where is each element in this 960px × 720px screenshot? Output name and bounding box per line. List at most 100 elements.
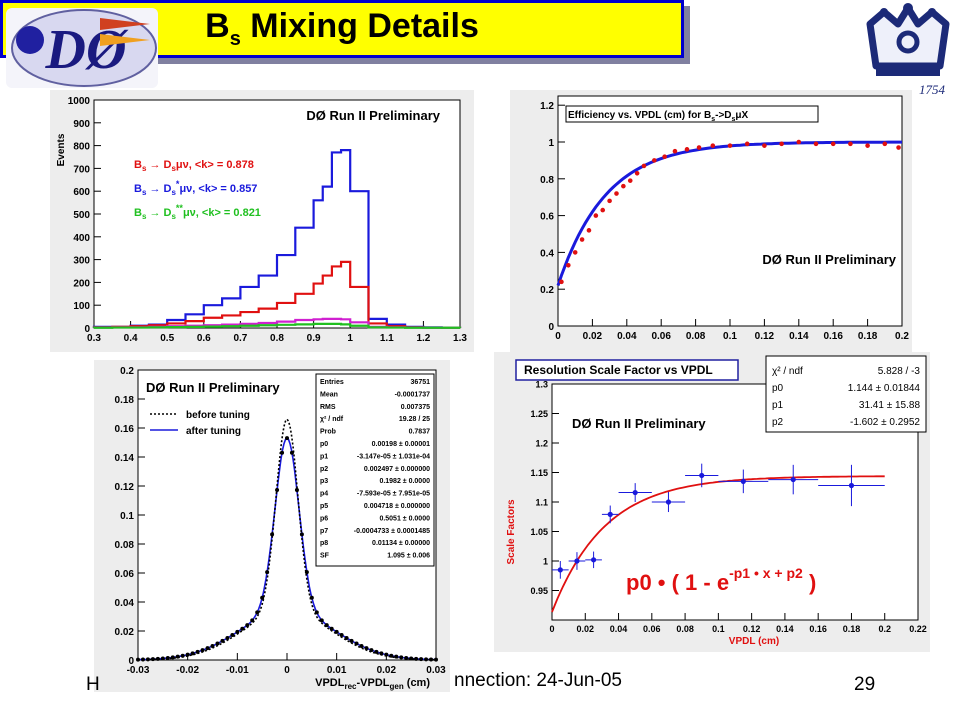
text-part: s (142, 188, 147, 197)
data-point (175, 654, 180, 659)
fit-formula: p0 • ( 1 - e-p1 • x + p2 ) (626, 565, 816, 595)
data-point (334, 629, 339, 634)
x-tick-label: 0.04 (610, 624, 628, 634)
y-tick-label: 0.8 (540, 175, 554, 186)
plot-frame (557, 95, 903, 327)
data-point (699, 472, 705, 479)
x-tick-label: 0.7 (233, 333, 247, 344)
stats-key: p7 (320, 528, 328, 535)
data-point (314, 610, 319, 615)
data-point (210, 643, 215, 648)
x-tick-label: 0.2 (895, 331, 909, 342)
data-point (369, 648, 374, 653)
data-point (240, 626, 245, 631)
text-part: → D (146, 183, 171, 195)
data-point (779, 141, 784, 147)
data-point (155, 656, 160, 661)
y-axis-label: Scale Factors (506, 499, 517, 564)
data-point (170, 655, 175, 660)
data-point (710, 143, 716, 148)
data-point (215, 641, 220, 646)
x-tick-label: 0.02 (577, 624, 595, 634)
data-point (270, 532, 275, 537)
data-point (364, 646, 369, 651)
stats-key: p5 (320, 503, 328, 510)
legend-label: before tuning (186, 410, 250, 421)
stats-value: 5.828 / -3 (878, 366, 921, 377)
do-logo: DØ (4, 4, 162, 92)
data-point (374, 649, 379, 654)
x-tick-label: 0 (555, 331, 561, 342)
y-tick-label: 0.6 (540, 212, 554, 223)
fit-curve (551, 475, 885, 613)
text-part: VPDL (315, 677, 345, 689)
data-point (586, 228, 592, 233)
data-point (429, 657, 434, 662)
data-point (590, 557, 597, 563)
y-tick-label: 1.2 (540, 101, 554, 112)
x-tick-label: 0.18 (843, 624, 861, 634)
text-part: s (171, 188, 176, 197)
data-point (150, 657, 155, 662)
data-point (140, 657, 145, 662)
chart-label: DØ Run II Preliminary (762, 252, 896, 267)
x-tick-label: 0.14 (776, 624, 794, 634)
data-point (896, 145, 901, 150)
y-tick-label: 900 (73, 119, 90, 130)
x-tick-label: 0.14 (789, 331, 809, 342)
data-point (684, 147, 690, 152)
text-part: B (134, 207, 142, 219)
text-part: (cm) (404, 677, 431, 689)
x-tick-label: 0.12 (755, 331, 775, 342)
data-point (593, 213, 599, 218)
text-part: μX (735, 110, 748, 121)
data-point (289, 450, 294, 455)
x-tick-label: 0.06 (643, 624, 661, 634)
x-tick-label: 0 (284, 665, 290, 676)
x-tick-label: 0.08 (676, 624, 694, 634)
stats-value: -0.0001737 (395, 391, 431, 398)
text-part: s (732, 116, 736, 123)
x-tick-label: 0.06 (651, 331, 671, 342)
data-point (882, 141, 888, 147)
data-point (250, 618, 255, 623)
data-point (607, 198, 612, 204)
y-tick-label: 0.2 (540, 285, 554, 296)
data-point (294, 487, 299, 492)
stats-value: -1.602 ± 0.2952 (850, 417, 920, 428)
y-tick-label: 0.4 (540, 248, 554, 259)
text-part: → D (146, 159, 171, 171)
page-number: 29 (854, 674, 876, 695)
y-tick-label: 1.2 (535, 439, 548, 449)
data-point (762, 143, 767, 148)
text-part: gen (389, 682, 403, 691)
legend-label: after tuning (186, 426, 241, 437)
data-point (665, 499, 672, 505)
y-tick-label: 1.3 (535, 380, 548, 390)
data-point (399, 655, 404, 660)
y-tick-label: 0.08 (115, 540, 135, 551)
data-point (662, 154, 667, 160)
data-point (727, 143, 733, 148)
chart-title: DØ Run II Preliminary (146, 380, 280, 395)
data-point (607, 511, 613, 517)
footer-center-text: nnection: 24-Jun-05 (454, 670, 622, 691)
data-point (672, 148, 678, 154)
data-point (641, 163, 647, 169)
data-point (225, 636, 230, 641)
text-part: B (134, 183, 142, 195)
data-point (304, 570, 309, 575)
legend-entry: Bs → Ds**μν, <k> = 0.821 (134, 203, 261, 221)
data-point (848, 482, 855, 489)
data-point (414, 656, 419, 661)
x-tick-label: 0.08 (686, 331, 706, 342)
y-tick-label: 1.15 (530, 468, 548, 478)
data-point (165, 655, 170, 660)
stats-key: p4 (320, 491, 328, 498)
y-tick-label: 0.04 (115, 598, 135, 609)
text-part: ** (176, 203, 184, 213)
histogram-series (92, 322, 462, 329)
x-tick-label: 0.2 (878, 624, 891, 634)
x-tick-label: 0.8 (270, 333, 284, 344)
stats-value: 0.01134 ± 0.00000 (372, 540, 430, 547)
